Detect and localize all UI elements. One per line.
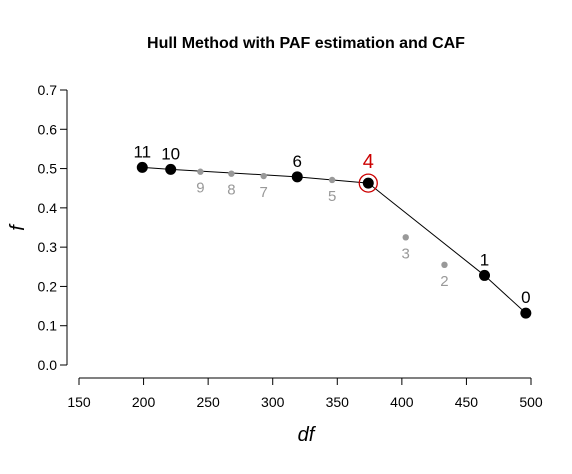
x-tick-label: 450 [455,394,479,410]
y-tick-label: 0.4 [38,200,58,216]
hull-point [165,163,177,175]
non-hull-point [402,234,409,241]
hull-point [136,161,148,173]
x-tick-label: 200 [132,394,156,410]
y-tick-label: 0.6 [38,121,58,137]
hull-point [520,307,532,319]
y-tick-label: 0.5 [38,161,58,177]
hull-point-label: 6 [293,152,302,171]
hull-point-label: 0 [521,288,530,307]
non-hull-point [441,261,448,269]
axes: 150 200 250 300 350 400 450 5000.00.10.20.30.40… [38,82,543,410]
hull-point [291,171,303,183]
non-hull-point [228,170,235,177]
hull-point-label: 4 [363,151,374,173]
hull-point-label: 11 [133,142,151,161]
y-tick-label: 0.1 [38,318,58,334]
non-hull-point-label: 5 [328,188,336,205]
hull-point [362,177,374,189]
y-axis-title: f [7,223,29,231]
x-tick-label: 150 [67,394,91,410]
non-hull-point-label: 3 [402,245,410,262]
y-tick-label: 0.7 [38,82,58,98]
y-tick-label: 0.3 [38,239,58,255]
chart-title: Hull Method with PAF estimation and CAF [147,35,465,52]
non-hull-point-label: 8 [227,182,235,199]
non-hull-point-label: 7 [260,184,268,201]
y-tick-label: 0.2 [38,278,58,294]
non-hull-point-label: 2 [440,273,448,290]
x-tick-label: 350 [326,394,350,410]
non-hull-point [328,176,336,184]
non-hull-point [197,168,204,175]
selected-point-ring [358,173,378,193]
hull-point-label: 10 [161,144,180,163]
x-tick-label: 500 [519,394,543,410]
x-tick-label: 300 [261,394,285,410]
hull-point [479,269,491,281]
non-hull-point [260,172,267,180]
x-axis-title: df [298,424,317,446]
y-tick-label: 0.0 [38,357,58,373]
x-tick-label: 400 [390,394,414,410]
hull-point-label: 1 [480,250,489,269]
non-hull-point-label: 9 [196,180,204,197]
x-tick-label: 250 [196,394,220,410]
